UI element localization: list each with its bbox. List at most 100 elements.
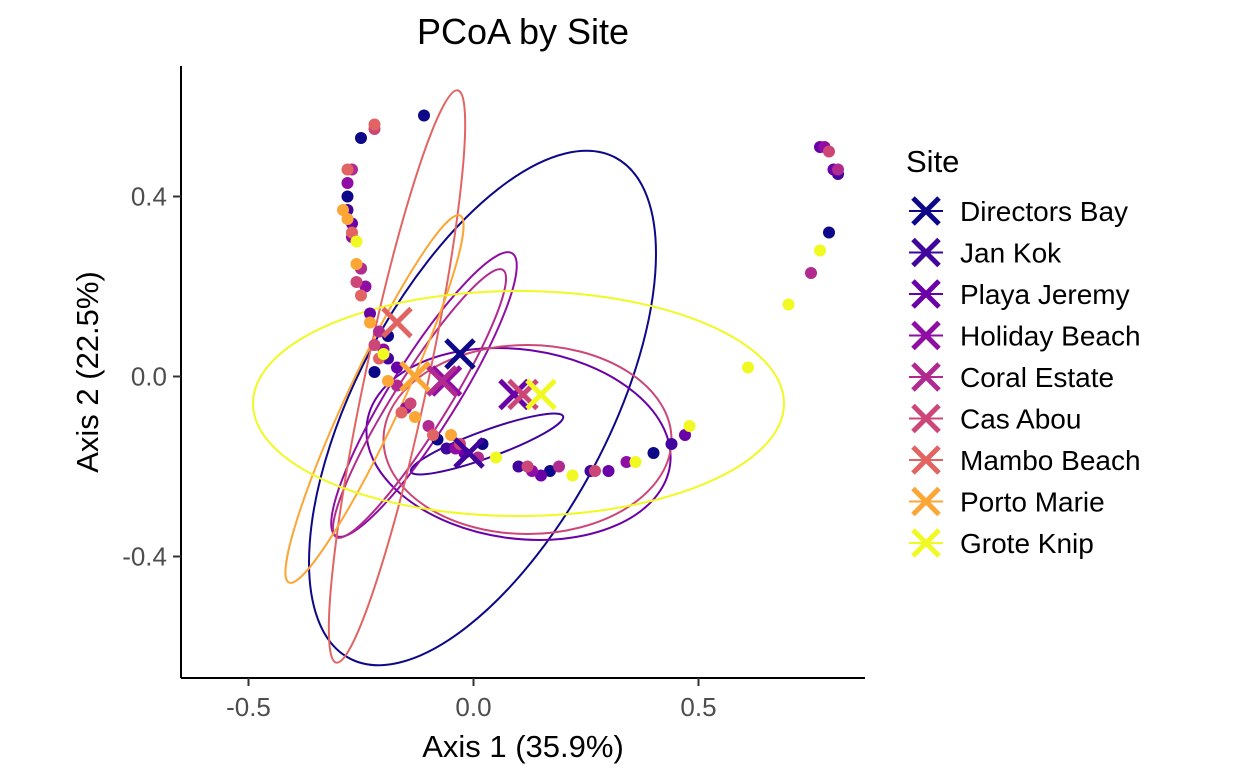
data-point xyxy=(418,109,430,122)
data-point xyxy=(553,460,565,473)
data-point xyxy=(341,163,354,176)
legend-item: Coral Estate xyxy=(909,362,1114,393)
legend-item: Holiday Beach xyxy=(909,321,1141,352)
data-point xyxy=(566,469,579,482)
data-point xyxy=(350,258,363,270)
legend-item: Mambo Beach xyxy=(909,445,1141,476)
chart-title: PCoA by Site xyxy=(417,11,629,52)
legend-label: Playa Jeremy xyxy=(960,279,1130,310)
legend-label: Grote Knip xyxy=(960,528,1094,559)
legend-label: Directors Bay xyxy=(960,196,1128,227)
data-point xyxy=(805,267,817,279)
x-tick-label: 0.0 xyxy=(455,692,491,722)
data-point xyxy=(679,429,691,441)
data-point xyxy=(512,460,525,473)
x-tick-label: -0.5 xyxy=(226,692,271,722)
centroid-stroke xyxy=(444,338,476,370)
data-point xyxy=(346,226,358,239)
y-tick-label: 0.4 xyxy=(131,182,167,212)
data-point xyxy=(337,204,349,216)
data-point xyxy=(359,280,372,293)
data-point xyxy=(602,465,615,477)
data-point xyxy=(742,361,754,374)
data-point xyxy=(544,465,556,477)
axes xyxy=(180,66,865,679)
data-point xyxy=(629,456,642,468)
data-point xyxy=(377,348,390,360)
data-point xyxy=(490,451,502,464)
data-point xyxy=(832,163,844,176)
data-point xyxy=(364,316,376,329)
data-point xyxy=(368,118,381,131)
centroid-stroke xyxy=(498,378,530,411)
ellipse-8 xyxy=(252,290,785,517)
data-point xyxy=(395,406,408,419)
data-point xyxy=(427,429,439,441)
centroid-marker xyxy=(399,360,431,393)
data-point xyxy=(823,145,835,158)
data-point xyxy=(341,190,354,203)
legend-title: Site xyxy=(906,144,959,179)
data-point xyxy=(589,465,601,477)
centroid-marker xyxy=(444,338,476,370)
data-point xyxy=(355,289,367,302)
centroid-layer xyxy=(381,306,557,469)
centroid-stroke xyxy=(426,365,458,397)
legend-label: Porto Marie xyxy=(960,487,1105,518)
data-point xyxy=(440,442,453,455)
centroid-marker xyxy=(525,378,557,411)
x-tick-label: 0.5 xyxy=(680,692,716,722)
legend-label: Jan Kok xyxy=(960,238,1062,269)
legend-item: Porto Marie xyxy=(909,487,1105,518)
data-point xyxy=(814,244,826,257)
data-point xyxy=(422,420,435,432)
legend-item: Playa Jeremy xyxy=(909,279,1130,310)
centroid-marker xyxy=(453,437,485,469)
y-tick-label: -0.4 xyxy=(122,542,167,572)
data-point xyxy=(341,177,354,189)
data-point xyxy=(355,132,367,144)
legend-label: Holiday Beach xyxy=(960,321,1141,352)
ellipse-0 xyxy=(308,149,657,667)
legend-label: Mambo Beach xyxy=(960,445,1141,476)
data-point xyxy=(521,460,534,473)
data-point xyxy=(665,438,678,450)
legend-item: Cas Abou xyxy=(909,404,1081,435)
data-point xyxy=(368,366,381,378)
centroid-stroke xyxy=(453,437,485,469)
data-point xyxy=(409,411,421,423)
data-point xyxy=(620,456,633,468)
centroid-marker xyxy=(381,306,413,339)
data-point xyxy=(823,226,835,239)
data-point xyxy=(404,397,417,410)
point-layer xyxy=(337,109,844,482)
centroid-stroke xyxy=(525,378,557,411)
data-point xyxy=(445,429,457,441)
x-axis-title: Axis 1 (35.9%) xyxy=(422,729,624,764)
data-point xyxy=(368,339,381,351)
centroid-marker xyxy=(430,365,463,397)
y-ticks: 0.4 0.0 -0.4 xyxy=(122,182,181,572)
legend-label: Coral Estate xyxy=(960,362,1114,393)
centroid-stroke xyxy=(430,365,463,397)
data-point xyxy=(341,213,354,225)
data-point xyxy=(350,235,363,248)
ellipse-6 xyxy=(327,89,467,664)
x-ticks: -0.5 0.0 0.5 xyxy=(226,678,717,722)
data-point xyxy=(535,469,547,482)
legend: Site Directors Bay Jan Kok Playa Jeremy Hol… xyxy=(906,144,1141,559)
legend-item: Jan Kok xyxy=(909,238,1062,269)
legend-item: Directors Bay xyxy=(909,196,1128,227)
centroid-stroke xyxy=(381,306,413,339)
centroid-marker xyxy=(426,365,458,397)
y-axis-title: Axis 2 (22.5%) xyxy=(70,271,105,473)
data-point xyxy=(364,307,376,320)
legend-label: Cas Abou xyxy=(960,404,1081,435)
data-point xyxy=(683,420,696,432)
data-point xyxy=(647,447,660,459)
y-tick-label: 0.0 xyxy=(131,362,167,392)
data-point xyxy=(782,298,795,311)
data-point xyxy=(350,276,363,288)
data-point xyxy=(382,375,394,387)
